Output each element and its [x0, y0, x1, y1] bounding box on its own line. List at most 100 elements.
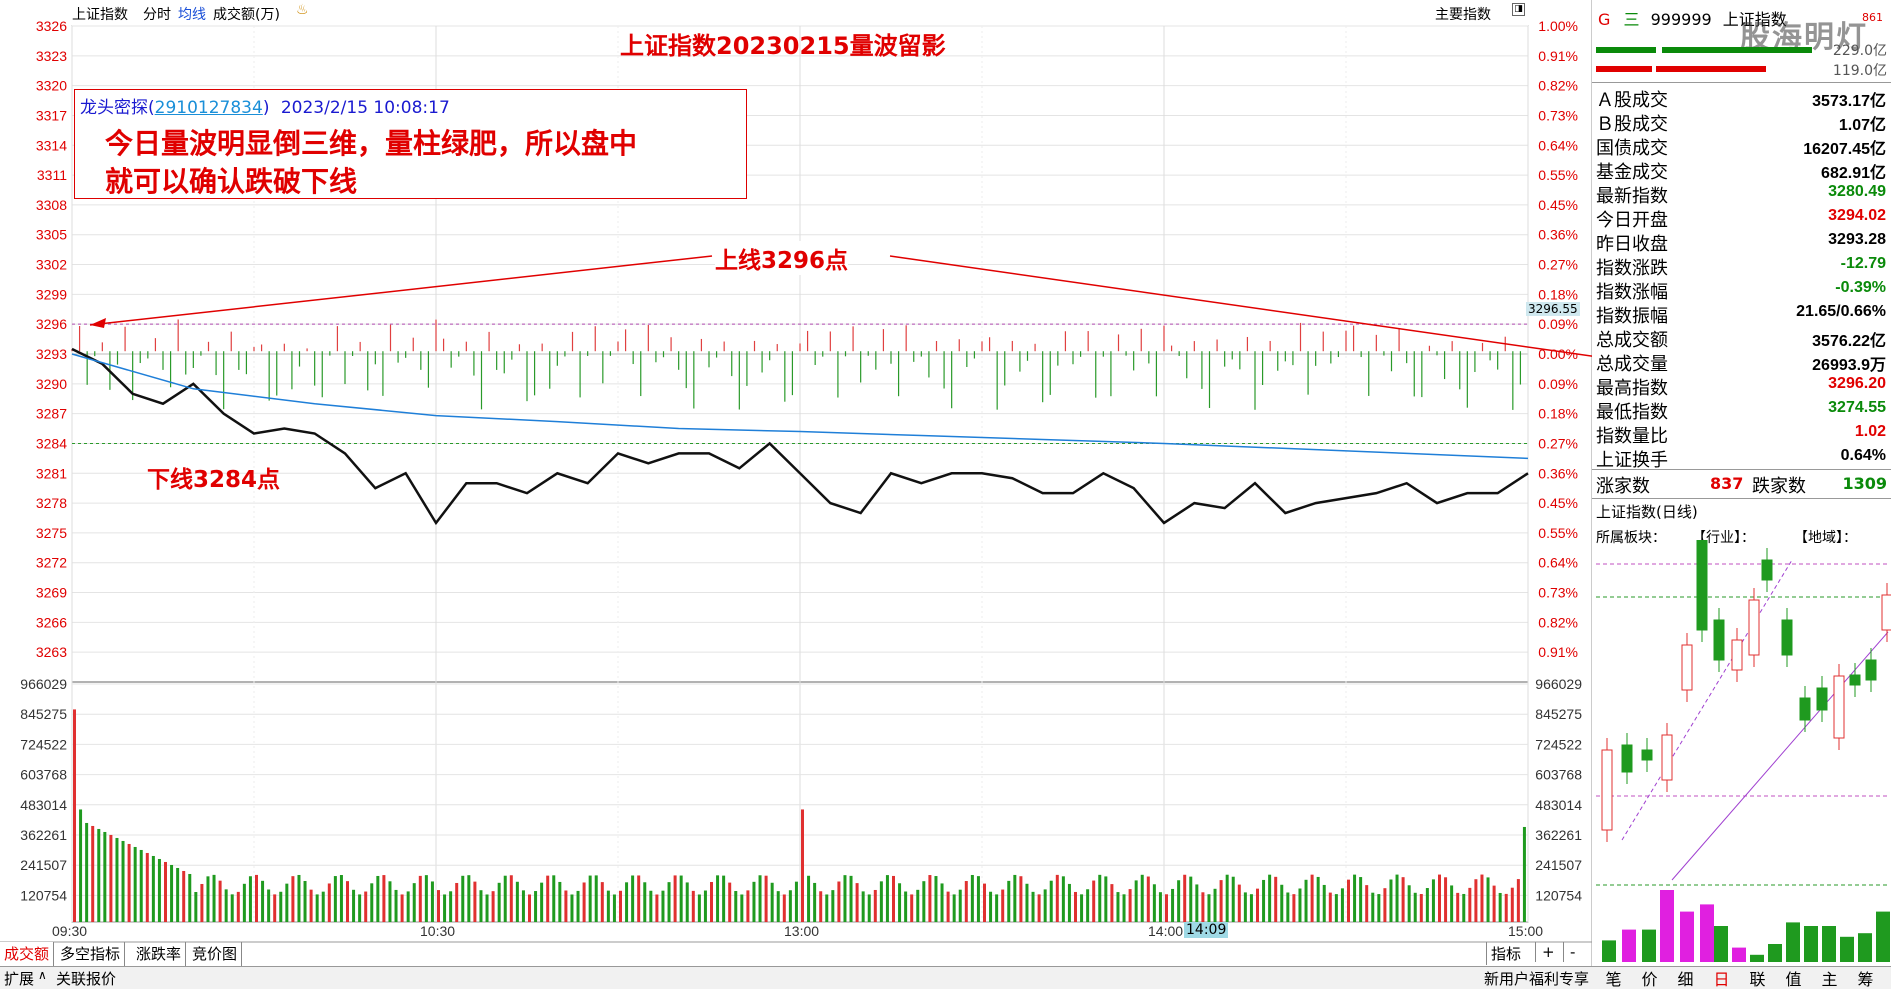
volume-bar [273, 894, 277, 922]
daily-candle [1781, 619, 1793, 656]
volume-bar [940, 883, 944, 922]
indicator-tab[interactable]: 竞价图 [188, 942, 243, 966]
volume-bar [437, 890, 440, 922]
volume-bar [983, 883, 986, 922]
related-quotes-tab[interactable]: 关联报价 [56, 970, 117, 988]
side-view-tab[interactable]: 主 [1821, 970, 1838, 989]
daily-volume-bar [1680, 911, 1694, 962]
pct-tick-label: 0.82% [1538, 614, 1578, 630]
volume-bar [1019, 876, 1023, 922]
quote-row-label: 今日开盘 [1596, 210, 1668, 231]
price-tick-label: 3317 [36, 107, 67, 123]
volume-bar [600, 882, 604, 922]
volume-bar [461, 875, 465, 922]
tab-avg-line[interactable]: 均线 [178, 7, 206, 23]
quote-row-value: 0.64% [1840, 447, 1886, 464]
volume-bar [1128, 889, 1132, 922]
volume-bar [1474, 879, 1478, 922]
quote-row-label: 总成交额 [1596, 330, 1668, 351]
upper-arrow-right [889, 255, 1592, 357]
volume-bar [1407, 885, 1411, 922]
side-view-tab[interactable]: 日 [1713, 970, 1730, 989]
tab-volume-unit[interactable]: 成交额(万) [213, 7, 280, 23]
quote-row-label: 最新指数 [1596, 186, 1668, 207]
volume-bar [1522, 826, 1526, 922]
tab-intraday[interactable]: 分时 [143, 7, 171, 23]
daily-kline-chart[interactable] [1592, 540, 1891, 966]
price-tick-label: 3308 [36, 197, 67, 213]
menu-icon[interactable]: 三 [1623, 10, 1640, 29]
volume-bar [1468, 887, 1472, 922]
indicator-menu-button[interactable]: 指标 [1486, 942, 1525, 965]
volume-bar [1098, 874, 1102, 922]
volume-bar [1177, 880, 1181, 922]
volume-bar [285, 883, 289, 922]
volume-bar [970, 874, 974, 922]
expand-arrow-icon[interactable]: ∧ [38, 968, 47, 982]
side-view-tab[interactable]: 笔 [1605, 970, 1622, 989]
volume-bar [746, 890, 750, 922]
window-toggle-icon[interactable]: ◨ [1512, 3, 1525, 16]
side-view-tab[interactable]: 筹 [1857, 970, 1874, 989]
pct-tick-label: 0.91% [1538, 644, 1578, 660]
sell-bar-1 [1596, 66, 1652, 72]
bottom-bar: 扩展 ∧ 关联报价 新用户福利专享 [0, 966, 1891, 989]
volume-bar [255, 874, 258, 922]
volume-bar [376, 875, 380, 922]
news-tab[interactable]: 新用户福利专享 [1484, 970, 1590, 988]
side-view-tab[interactable]: 值 [1785, 970, 1802, 989]
daily-volume-bar [1840, 936, 1854, 962]
bell-icon[interactable]: ♨ [296, 2, 309, 18]
volume-bar [1425, 888, 1429, 922]
volume-bar [1080, 894, 1084, 922]
daily-candle [1748, 599, 1760, 656]
volume-bar [928, 875, 932, 922]
volume-bar [594, 875, 598, 922]
volume-bar [752, 881, 756, 922]
side-view-tab[interactable]: 联 [1749, 970, 1766, 989]
volume-bar [716, 875, 720, 922]
index-name-label[interactable]: 上证指数 [72, 7, 128, 23]
volume-bar [127, 843, 131, 922]
volume-tick-label: 483014 [1535, 797, 1582, 813]
up-count: 837 [1710, 474, 1744, 493]
price-tick-label: 3302 [36, 257, 67, 273]
quote-row-value: 682.91亿 [1821, 165, 1886, 182]
volume-bar [1134, 880, 1138, 922]
zoom-in-button[interactable]: + [1535, 942, 1561, 962]
volume-bar [1067, 883, 1071, 922]
volume-bar [1486, 877, 1490, 922]
volume-bar [788, 890, 792, 922]
volume-bar [1249, 894, 1253, 922]
zoom-out-button[interactable]: - [1563, 942, 1581, 962]
pct-tick-label: 0.09% [1538, 376, 1578, 392]
daily-chart-title[interactable]: 上证指数(日线) [1596, 503, 1698, 521]
volume-bar [346, 881, 349, 922]
volume-tick-label: 603768 [1535, 767, 1582, 783]
cursor-time-tag: 14:09 [1184, 922, 1229, 938]
volume-bar [236, 891, 240, 922]
industry-label[interactable]: 【行业】： [1692, 530, 1755, 546]
volume-bar [606, 890, 610, 922]
expand-button[interactable]: 扩展 [4, 970, 35, 988]
volume-bar [782, 894, 786, 922]
daily-candle [1881, 594, 1891, 631]
intraday-chart[interactable]: 3326 1.00% 3323 0.91% 3320 0.82% 3317 0.73% 3314… [0, 0, 1592, 966]
annotation-author-link[interactable]: 2910127834 [154, 98, 263, 118]
main-indicator-button[interactable]: 主要指数 [1435, 7, 1491, 23]
volume-bar [1413, 892, 1417, 922]
region-label[interactable]: 【地域】： [1794, 530, 1857, 546]
volume-tick-label: 966029 [20, 676, 67, 692]
quote-row: Ａ股成交 3573.17亿 [1596, 86, 1886, 111]
quote-row: 总成交额 3576.22亿 [1596, 326, 1886, 351]
side-view-tab[interactable]: 细 [1677, 970, 1694, 989]
volume-bar [1516, 879, 1520, 922]
side-view-tab[interactable]: 价 [1641, 970, 1658, 989]
volume-tick-label: 241507 [1535, 857, 1582, 873]
volume-bar [1152, 884, 1156, 922]
quote-row: 最低指数 3274.55 [1596, 398, 1886, 423]
volume-bar [503, 875, 507, 922]
indicator-tab[interactable]: 多空指标 [56, 942, 126, 966]
indicator-tab[interactable]: 涨跌率 [132, 942, 187, 966]
indicator-tab[interactable]: 成交额 [0, 942, 55, 966]
